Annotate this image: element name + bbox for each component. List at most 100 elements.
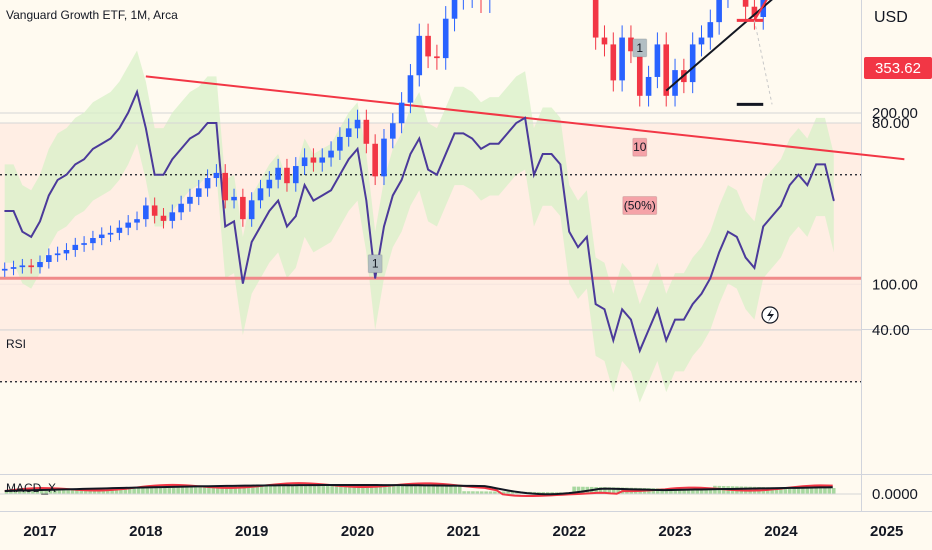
macd-histogram-bar <box>581 486 585 494</box>
overlays <box>665 0 773 106</box>
macd-histogram-bar <box>818 488 823 494</box>
macd-histogram-bar <box>594 486 598 494</box>
candle-body <box>37 261 43 268</box>
rsi-point <box>630 319 632 321</box>
macd-histogram-bar <box>550 492 554 494</box>
rsi-point <box>356 148 359 150</box>
candle-body <box>169 212 176 221</box>
rsi-point <box>365 200 367 202</box>
candle-body <box>354 119 361 129</box>
annotations: 21211110(50%) <box>367 38 658 274</box>
candle-body <box>187 196 193 204</box>
macd-histogram-bar <box>163 487 167 494</box>
candle-body <box>134 219 140 223</box>
macd-line <box>4 484 833 496</box>
macd-histogram-bar <box>39 491 44 494</box>
candle-body <box>434 56 440 59</box>
rsi-point <box>339 174 341 176</box>
rsi-point <box>692 303 694 305</box>
rsi-point <box>462 132 464 134</box>
macd-histogram-bar <box>774 487 779 494</box>
rsi-point <box>568 231 570 233</box>
macd-histogram-bar <box>607 487 612 494</box>
candle-body <box>345 128 352 137</box>
macd-tick-label: 0.0000 <box>872 486 918 503</box>
rsi-point <box>189 137 191 140</box>
rsi-point <box>700 293 703 295</box>
macd-histogram-bar <box>17 491 22 494</box>
rsi-point <box>215 122 217 124</box>
macd-histogram-bar <box>572 486 576 494</box>
macd-histogram-bar <box>356 485 361 494</box>
macd-histogram-bar <box>374 485 378 494</box>
macd-histogram-bar <box>691 489 695 494</box>
candle-body <box>54 253 61 256</box>
projection-line <box>753 20 773 105</box>
rsi-point <box>639 350 641 352</box>
macd-histogram-bar <box>88 489 92 494</box>
macd-histogram-bar <box>180 487 185 494</box>
candle-body <box>222 172 229 201</box>
macd-histogram-bar <box>325 485 330 494</box>
candle-body <box>195 188 202 197</box>
rsi-point <box>789 184 791 186</box>
last-price-badge <box>864 57 932 79</box>
macd-histogram-bar <box>193 487 198 494</box>
macd-histogram-bar <box>277 485 282 494</box>
rsi-point <box>48 194 50 197</box>
macd-histogram-bar <box>471 491 475 494</box>
rsi-point <box>647 329 650 331</box>
macd-histogram-bar <box>237 486 242 494</box>
rsi-panel <box>0 50 905 403</box>
macd-histogram-bar <box>61 490 66 494</box>
macd-histogram-bar <box>330 485 334 494</box>
macd-histogram-bar <box>132 488 136 494</box>
macd-histogram-bar <box>114 489 119 494</box>
rsi-point <box>304 184 306 186</box>
candle-body <box>610 44 617 81</box>
macd-histogram-bar <box>35 491 40 494</box>
macd-histogram-bar <box>655 488 660 494</box>
currency-label[interactable]: USD <box>874 9 908 26</box>
macd-histogram-bar <box>792 487 796 494</box>
candle-body <box>592 0 599 38</box>
rsi-point <box>233 220 235 222</box>
rsi-point <box>162 174 165 176</box>
wave-badge-label: 10 <box>633 140 647 154</box>
macd-histogram-bar <box>92 489 97 494</box>
macd-histogram-bar <box>827 488 832 494</box>
macd-histogram-bar <box>57 490 62 494</box>
rsi-point <box>57 179 59 181</box>
macd-histogram-bar <box>264 485 268 494</box>
macd-histogram-bar <box>462 491 466 494</box>
candle-body <box>1 268 8 271</box>
lightning-icon[interactable] <box>761 306 779 324</box>
rsi-point <box>259 225 262 228</box>
macd-histogram-bar <box>246 486 251 494</box>
candle-body <box>337 136 343 151</box>
rsi-point <box>4 210 6 212</box>
candle-body <box>98 234 105 239</box>
macd-histogram-bar <box>611 487 616 494</box>
axis-labels: 300.00200.00100.002017201820192020202120… <box>23 105 918 540</box>
macd-histogram-bar <box>387 485 392 494</box>
candle-body <box>107 232 114 235</box>
candle-body <box>10 267 17 269</box>
candle-body <box>425 35 431 57</box>
rsi-point <box>595 303 597 305</box>
candle-body <box>90 238 96 244</box>
macd-histogram-bar <box>457 485 462 494</box>
rsi-point <box>109 137 112 140</box>
candle-body <box>742 0 749 7</box>
rsi-point <box>656 308 659 310</box>
candle-body <box>116 227 123 233</box>
candle-body <box>72 244 79 251</box>
macd-histogram-bar <box>796 488 801 494</box>
candle-body <box>416 35 423 76</box>
macd-histogram-bar <box>501 491 506 494</box>
macd-histogram-bar <box>779 487 783 494</box>
rsi-point <box>118 127 120 129</box>
rsi-point <box>683 319 685 321</box>
candle-body <box>63 250 70 254</box>
